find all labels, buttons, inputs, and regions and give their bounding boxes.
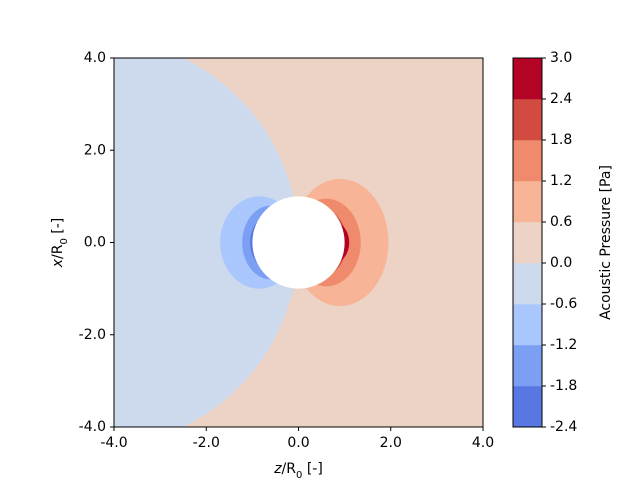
colorbar-tick-label: -1.2 bbox=[550, 337, 577, 353]
x-axis-label: z/R0 [-] bbox=[273, 461, 323, 480]
x-tick-label: 4.0 bbox=[472, 435, 494, 451]
y-axis-label-part: x bbox=[50, 258, 66, 268]
colorbar-label: Acoustic Pressure [Pa] bbox=[598, 165, 614, 320]
y-axis-label-part: 0 bbox=[59, 238, 70, 244]
colorbar-band bbox=[512, 303, 543, 346]
x-tick-label: -4.0 bbox=[100, 435, 127, 451]
colorbar-band bbox=[512, 221, 543, 264]
colorbar-tick-label: 2.4 bbox=[550, 91, 572, 107]
colorbar-tick-label: 1.8 bbox=[550, 132, 572, 148]
colorbar-tick-label: 0.0 bbox=[550, 255, 572, 271]
colorbar-band bbox=[512, 139, 543, 182]
colorbar-band bbox=[512, 57, 543, 100]
x-axis-label-part: z bbox=[273, 461, 282, 477]
x-axis-label-part: /R bbox=[282, 461, 297, 477]
y-tick-label: -2.0 bbox=[79, 327, 106, 343]
colorbar-band bbox=[512, 385, 543, 428]
x-tick-label: 2.0 bbox=[380, 435, 402, 451]
colorbar-tick-label: -0.6 bbox=[550, 296, 577, 312]
colorbar-frame bbox=[512, 57, 543, 428]
colorbar-tick-label: 0.6 bbox=[550, 214, 572, 230]
colorbar-tick-label: 1.2 bbox=[550, 173, 572, 189]
colorbar-tick-label: -1.8 bbox=[550, 378, 577, 394]
y-tick-label: 2.0 bbox=[84, 142, 106, 158]
y-tick-label: -4.0 bbox=[79, 419, 106, 435]
cylinder bbox=[252, 196, 345, 289]
y-tick-label: 0.0 bbox=[84, 235, 106, 251]
colorbar-band bbox=[512, 98, 543, 141]
plot-area bbox=[114, 58, 483, 427]
colorbar-band bbox=[512, 262, 543, 305]
x-tick-label: -2.0 bbox=[193, 435, 220, 451]
y-axis-label-part: [-] bbox=[50, 218, 66, 238]
colorbar-band bbox=[512, 344, 543, 387]
colorbar-band bbox=[512, 180, 543, 223]
colorbar-tick-label: 3.0 bbox=[550, 50, 572, 66]
x-axis-label-part: 0 bbox=[296, 470, 302, 480]
x-axis-label-part: [-] bbox=[302, 461, 322, 477]
colorbar-tick-label: -2.4 bbox=[550, 419, 577, 435]
y-axis-label-part: /R bbox=[50, 244, 66, 259]
y-axis-label: x/R0 [-] bbox=[50, 218, 70, 269]
y-tick-label: 4.0 bbox=[84, 50, 106, 66]
contour-region bbox=[114, 58, 299, 427]
x-tick-label: 0.0 bbox=[287, 435, 309, 451]
